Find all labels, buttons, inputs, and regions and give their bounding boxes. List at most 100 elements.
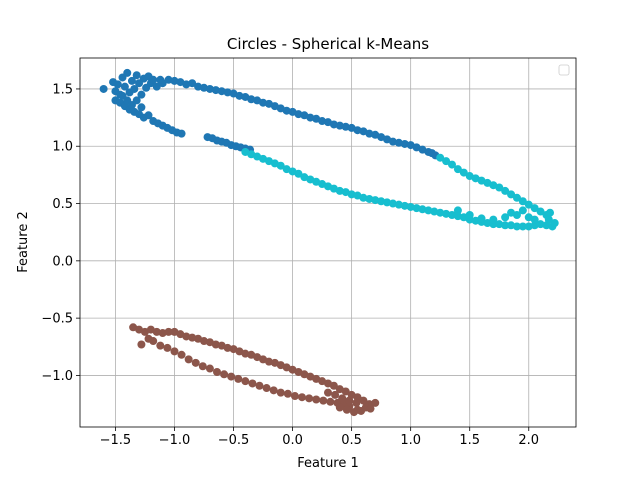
data-point-cluster-1 <box>524 200 533 209</box>
data-point-cluster-0 <box>99 84 108 93</box>
x-axis-label: Feature 1 <box>297 456 359 471</box>
data-point-cluster-1 <box>524 222 533 231</box>
data-point-cluster-1 <box>424 206 433 215</box>
data-point-cluster-1 <box>489 215 498 224</box>
x-tick-label: 1.0 <box>400 433 421 448</box>
data-point-cluster-1 <box>530 215 539 224</box>
legend-box <box>558 64 570 76</box>
data-point-cluster-1 <box>377 197 386 206</box>
data-point-cluster-1 <box>507 190 516 199</box>
data-point-cluster-1 <box>276 161 285 170</box>
data-point-cluster-1 <box>453 212 462 221</box>
data-point-cluster-1 <box>453 165 462 174</box>
data-point-cluster-2 <box>220 370 229 379</box>
data-point-cluster-1 <box>294 169 303 178</box>
data-point-cluster-1 <box>501 213 510 222</box>
data-point-cluster-1 <box>530 204 539 213</box>
axis-ticks: −1.5 −1.0 −0.5 0.0 0.5 1.0 1.5 2.0 −1.0 −0.5 0.0 0.… <box>41 82 539 448</box>
data-point-cluster-2 <box>290 392 299 401</box>
data-point-cluster-2 <box>366 404 375 413</box>
data-point-cluster-2 <box>164 327 173 336</box>
data-point-cluster-1 <box>436 153 445 162</box>
data-point-cluster-2 <box>352 398 361 407</box>
data-point-cluster-1 <box>512 222 521 231</box>
data-point-cluster-1 <box>518 197 527 206</box>
data-point-cluster-2 <box>149 337 158 346</box>
data-point-cluster-0 <box>205 84 214 93</box>
data-point-cluster-0 <box>132 71 141 80</box>
data-point-cluster-1 <box>453 206 462 215</box>
data-point-cluster-1 <box>518 222 527 231</box>
data-point-cluster-1 <box>495 183 504 192</box>
data-point-cluster-0 <box>113 80 122 89</box>
data-point-cluster-2 <box>212 367 221 376</box>
data-point-cluster-2 <box>276 388 285 397</box>
data-point-cluster-2 <box>177 350 186 359</box>
data-point-cluster-0 <box>132 96 141 105</box>
data-point-cluster-1 <box>465 211 474 219</box>
data-point-cluster-2 <box>335 403 344 412</box>
data-point-cluster-0 <box>329 120 338 129</box>
data-point-cluster-2 <box>359 396 368 405</box>
data-point-cluster-1 <box>536 207 545 216</box>
axes-frame <box>79 57 577 428</box>
x-tick-label: −1.0 <box>159 433 191 448</box>
data-point-cluster-1 <box>550 219 559 228</box>
data-point-cluster-0 <box>137 103 146 112</box>
data-point-cluster-2 <box>342 405 351 414</box>
data-point-cluster-0 <box>120 82 129 91</box>
data-point-cluster-2 <box>137 340 146 349</box>
data-point-cluster-2 <box>305 394 314 403</box>
data-point-cluster-2 <box>331 390 340 399</box>
data-point-cluster-0 <box>127 76 136 85</box>
data-point-cluster-2 <box>326 397 335 406</box>
x-tick-label: 1.5 <box>459 433 480 448</box>
data-point-cluster-0 <box>144 111 153 120</box>
data-point-cluster-2 <box>191 358 200 367</box>
x-tick-label: 2.0 <box>518 433 539 448</box>
data-point-cluster-2 <box>338 394 347 403</box>
data-point-cluster-1 <box>436 208 445 217</box>
data-point-cluster-0 <box>388 137 397 146</box>
data-point-cluster-0 <box>365 129 374 138</box>
data-point-cluster-2 <box>163 343 172 352</box>
y-tick-label: 0.0 <box>52 254 73 269</box>
data-point-cluster-1 <box>448 160 456 169</box>
grid <box>80 58 576 427</box>
data-point-cluster-2 <box>198 362 207 371</box>
data-point-cluster-1 <box>400 201 409 210</box>
data-point-cluster-0 <box>217 87 226 96</box>
data-point-cluster-2 <box>324 388 332 397</box>
data-point-cluster-2 <box>357 406 366 415</box>
data-point-cluster-2 <box>248 379 257 388</box>
data-points <box>99 68 559 417</box>
data-point-cluster-0 <box>130 84 139 93</box>
data-point-cluster-1 <box>536 220 545 229</box>
y-tick-label: 1.5 <box>52 82 73 97</box>
data-point-cluster-1 <box>442 157 451 166</box>
data-point-cluster-1 <box>507 208 516 217</box>
data-point-cluster-2 <box>345 396 354 405</box>
data-point-cluster-2 <box>283 389 292 398</box>
data-point-cluster-1 <box>501 221 510 230</box>
data-point-cluster-2 <box>255 381 264 390</box>
y-axis-label: Feature 2 <box>16 211 31 273</box>
data-point-cluster-2 <box>152 327 161 336</box>
y-tick-label: −1.0 <box>41 369 73 384</box>
x-tick-label: −1.5 <box>100 433 132 448</box>
data-point-cluster-1 <box>518 206 527 215</box>
chart-title: Circles - Spherical k-Means <box>227 35 429 53</box>
data-point-cluster-2 <box>241 349 250 358</box>
data-point-cluster-2 <box>227 372 236 381</box>
data-point-cluster-2 <box>234 374 243 383</box>
data-point-cluster-2 <box>319 396 328 405</box>
data-point-cluster-2 <box>329 381 338 390</box>
data-point-cluster-2 <box>170 347 179 356</box>
data-point-cluster-2 <box>341 387 350 396</box>
data-point-cluster-1 <box>388 199 397 208</box>
data-point-cluster-0 <box>177 129 186 138</box>
x-tick-label: 0.5 <box>341 433 362 448</box>
data-point-cluster-1 <box>512 193 521 202</box>
